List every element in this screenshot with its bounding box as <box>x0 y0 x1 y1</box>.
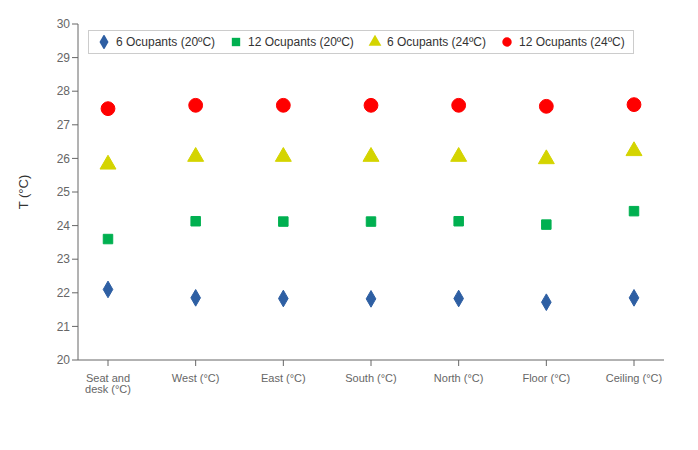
html-text:6 Ocupants (20ºC): 6 Ocupants (20ºC) <box>116 35 216 49</box>
svg-text:25: 25 <box>57 185 71 199</box>
svg-text:27: 27 <box>57 118 71 132</box>
svg-text:24: 24 <box>57 219 71 233</box>
svg-text:20: 20 <box>57 353 71 367</box>
svg-text:East (°C): East (°C) <box>261 372 306 384</box>
html-text:12 Ocupants (24ºC): 12 Ocupants (24ºC) <box>519 35 625 49</box>
svg-text:28: 28 <box>57 84 71 98</box>
svg-text:29: 29 <box>57 51 71 65</box>
svg-text:North (°C): North (°C) <box>434 372 484 384</box>
html-text:12 Ocupants (20ºC): 12 Ocupants (20ºC) <box>248 35 354 49</box>
svg-text:T (°C): T (°C) <box>16 175 31 210</box>
html-text:6 Ocupants (24ºC): 6 Ocupants (24ºC) <box>386 35 486 49</box>
svg-text:Floor (°C): Floor (°C) <box>522 372 570 384</box>
svg-text:26: 26 <box>57 152 71 166</box>
svg-text:21: 21 <box>57 320 71 334</box>
svg-text:23: 23 <box>57 252 71 266</box>
svg-text:Ceiling (°C): Ceiling (°C) <box>606 372 662 384</box>
svg-text:22: 22 <box>57 286 71 300</box>
svg-text:30: 30 <box>57 17 71 31</box>
svg-text:West (°C): West (°C) <box>172 372 220 384</box>
svg-text:Seat anddesk (°C): Seat anddesk (°C) <box>85 372 131 395</box>
svg-text:South (°C): South (°C) <box>345 372 396 384</box>
